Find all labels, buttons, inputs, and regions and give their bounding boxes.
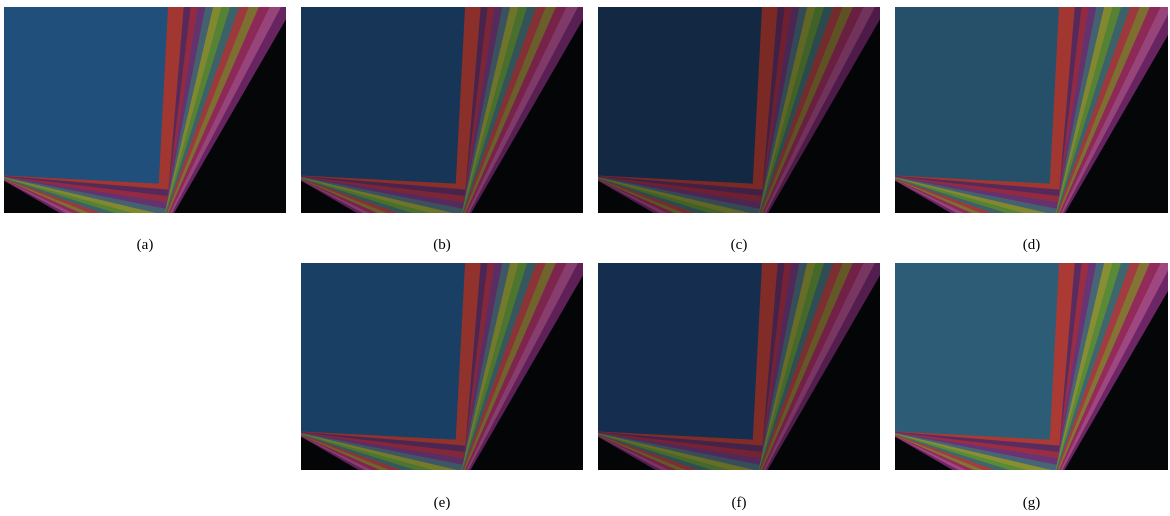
image-panel [588, 0, 890, 263]
front-sheet [0, 0, 174, 184]
front-sheet [588, 0, 768, 184]
image-content [588, 0, 890, 263]
image-panel [885, 0, 1170, 263]
caption: (f) [732, 495, 747, 511]
image-panel [291, 0, 593, 263]
caption: (e) [434, 495, 451, 511]
image-panel [0, 0, 296, 263]
caption: (c) [731, 237, 748, 253]
front-sheet [291, 0, 471, 184]
image-content [291, 0, 593, 263]
caption: (d) [1023, 237, 1041, 253]
caption: (a) [137, 237, 154, 253]
figure: (a) (b) (c) (d) (e) (f) (g) [0, 0, 1170, 516]
caption: (g) [1023, 495, 1041, 511]
image-content [885, 0, 1170, 263]
image-content [0, 0, 296, 263]
caption: (b) [433, 237, 451, 253]
front-sheet [885, 0, 1065, 184]
figure-page: (a) (b) (c) (d) (e) (f) (g) [0, 0, 1170, 516]
